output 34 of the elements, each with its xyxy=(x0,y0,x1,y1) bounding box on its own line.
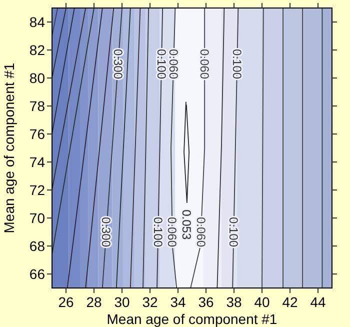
x-tick-label: 38 xyxy=(226,294,242,310)
x-tick-label: 26 xyxy=(58,294,74,310)
text: 0.060 xyxy=(197,48,212,80)
text: 0.060 xyxy=(165,216,179,248)
y-tick-label: 66 xyxy=(29,266,46,282)
x-tick-label: 28 xyxy=(86,294,102,310)
y-tick-label: 80 xyxy=(29,70,46,86)
x-tick-label: 40 xyxy=(254,294,270,310)
text: 0.100 xyxy=(150,216,165,248)
x-tick-label: 30 xyxy=(114,294,130,310)
y-tick-label: 72 xyxy=(29,182,46,198)
y-tick-label: 68 xyxy=(29,238,46,254)
text: 0.300 xyxy=(99,216,114,248)
y-tick-label: 82 xyxy=(29,42,46,58)
line-series xyxy=(184,101,190,204)
text: 0.053 xyxy=(179,210,194,240)
y-tick-label: 76 xyxy=(29,126,46,142)
y-tick-label: 84 xyxy=(29,14,46,30)
x-axis-title: Mean age of component #1 xyxy=(106,311,278,327)
text: 0.060 xyxy=(194,216,208,248)
x-tick-label: 36 xyxy=(198,294,214,310)
y-axis-title: Mean age of component #1 xyxy=(1,62,17,234)
x-tick-label: 34 xyxy=(170,294,186,310)
y-tick-label: 70 xyxy=(29,210,46,226)
x-tick-label: 42 xyxy=(282,294,298,310)
text: 0.100 xyxy=(226,216,241,248)
text: 0.100 xyxy=(230,48,244,80)
text: 0.300 xyxy=(110,48,125,80)
y-tick-label: 78 xyxy=(29,98,46,114)
y-tick-label: 74 xyxy=(29,154,46,170)
x-tick-label: 44 xyxy=(310,294,326,310)
x-tick-label: 32 xyxy=(142,294,158,310)
text: 0.100 xyxy=(154,48,168,80)
text: 0.060 xyxy=(166,48,180,80)
